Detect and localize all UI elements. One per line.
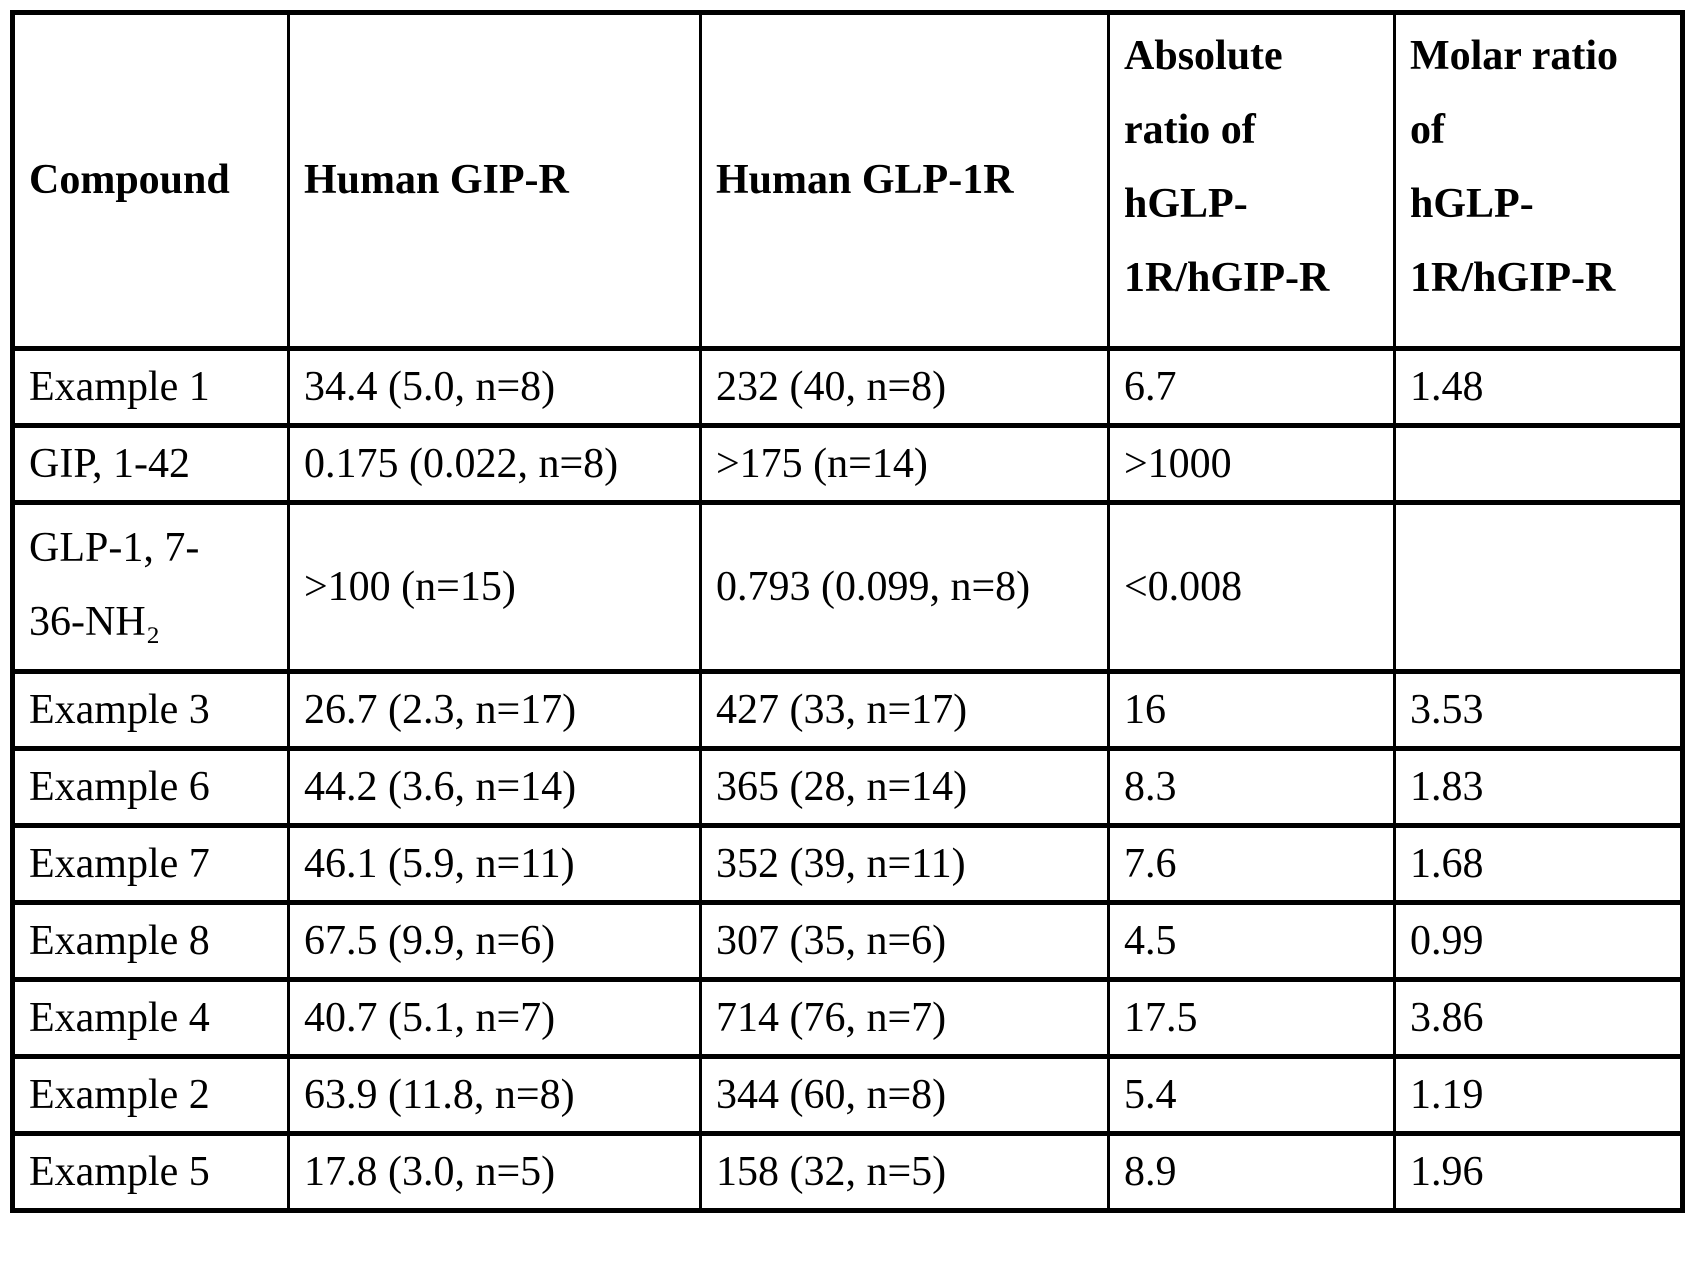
cell-compound: Example 7 xyxy=(11,823,290,905)
table-row: GIP, 1-42 0.175 (0.022, n=8) >175 (n=14)… xyxy=(11,423,1684,505)
table-row: Example 8 67.5 (9.9, n=6) 307 (35, n=6) … xyxy=(11,900,1684,982)
cell-compound: Example 8 xyxy=(11,900,290,982)
cell-compound: Example 1 xyxy=(11,346,290,428)
cell-human-gip-r: 17.8 (3.0, n=5) xyxy=(287,1131,702,1213)
cell-compound: GIP, 1-42 xyxy=(11,423,290,505)
cell-human-glp-1r: 0.793 (0.099, n=8) xyxy=(699,500,1110,674)
cell-human-glp-1r: 158 (32, n=5) xyxy=(699,1131,1110,1213)
table-header-row: Compound Human GIP-R Human GLP-1R Absolu… xyxy=(11,10,1684,351)
cell-human-glp-1r: 232 (40, n=8) xyxy=(699,346,1110,428)
cell-compound: Example 5 xyxy=(11,1131,290,1213)
cell-compound: Example 3 xyxy=(11,669,290,751)
cell-absolute-ratio: 5.4 xyxy=(1107,1054,1396,1136)
cell-compound: GLP-1, 7- 36-NH₂ xyxy=(11,500,290,674)
cell-molar-ratio xyxy=(1393,500,1684,674)
cell-absolute-ratio: 6.7 xyxy=(1107,346,1396,428)
cell-absolute-ratio: 8.3 xyxy=(1107,746,1396,828)
table-row: Example 2 63.9 (11.8, n=8) 344 (60, n=8)… xyxy=(11,1054,1684,1136)
cell-molar-ratio: 0.99 xyxy=(1393,900,1684,982)
cell-molar-ratio: 1.96 xyxy=(1393,1131,1684,1213)
table-row: Example 3 26.7 (2.3, n=17) 427 (33, n=17… xyxy=(11,669,1684,751)
cell-absolute-ratio: 8.9 xyxy=(1107,1131,1396,1213)
table-row: GLP-1, 7- 36-NH₂ >100 (n=15) 0.793 (0.09… xyxy=(11,500,1684,674)
cell-human-glp-1r: 352 (39, n=11) xyxy=(699,823,1110,905)
cell-human-gip-r: 0.175 (0.022, n=8) xyxy=(287,423,702,505)
cell-absolute-ratio: 16 xyxy=(1107,669,1396,751)
header-cell-compound: Compound xyxy=(11,10,290,351)
cell-human-gip-r: 63.9 (11.8, n=8) xyxy=(287,1054,702,1136)
cell-molar-ratio: 1.68 xyxy=(1393,823,1684,905)
cell-human-gip-r: 67.5 (9.9, n=6) xyxy=(287,900,702,982)
cell-molar-ratio: 1.83 xyxy=(1393,746,1684,828)
cell-absolute-ratio: 17.5 xyxy=(1107,977,1396,1059)
cell-human-gip-r: 44.2 (3.6, n=14) xyxy=(287,746,702,828)
cell-human-glp-1r: 344 (60, n=8) xyxy=(699,1054,1110,1136)
cell-molar-ratio: 1.19 xyxy=(1393,1054,1684,1136)
table-row: Example 6 44.2 (3.6, n=14) 365 (28, n=14… xyxy=(11,746,1684,828)
cell-human-glp-1r: >175 (n=14) xyxy=(699,423,1110,505)
cell-human-gip-r: 40.7 (5.1, n=7) xyxy=(287,977,702,1059)
cell-molar-ratio: 1.48 xyxy=(1393,346,1684,428)
cell-human-gip-r: 26.7 (2.3, n=17) xyxy=(287,669,702,751)
cell-human-gip-r: 46.1 (5.9, n=11) xyxy=(287,823,702,905)
header-cell-human-gip-r: Human GIP-R xyxy=(287,10,702,351)
cell-compound: Example 6 xyxy=(11,746,290,828)
table-row: Example 4 40.7 (5.1, n=7) 714 (76, n=7) … xyxy=(11,977,1684,1059)
header-cell-absolute-ratio: Absolute ratio of hGLP- 1R/hGIP-R xyxy=(1107,10,1396,351)
table-row: Example 1 34.4 (5.0, n=8) 232 (40, n=8) … xyxy=(11,346,1684,428)
cell-human-glp-1r: 427 (33, n=17) xyxy=(699,669,1110,751)
cell-absolute-ratio: 4.5 xyxy=(1107,900,1396,982)
cell-absolute-ratio: 7.6 xyxy=(1107,823,1396,905)
cell-human-glp-1r: 307 (35, n=6) xyxy=(699,900,1110,982)
table-row: Example 7 46.1 (5.9, n=11) 352 (39, n=11… xyxy=(11,823,1684,905)
cell-compound: Example 2 xyxy=(11,1054,290,1136)
cell-human-glp-1r: 365 (28, n=14) xyxy=(699,746,1110,828)
table-row: Example 5 17.8 (3.0, n=5) 158 (32, n=5) … xyxy=(11,1131,1684,1213)
binding-affinity-table: Compound Human GIP-R Human GLP-1R Absolu… xyxy=(10,10,1685,1213)
header-cell-human-glp-1r: Human GLP-1R xyxy=(699,10,1110,351)
cell-molar-ratio: 3.86 xyxy=(1393,977,1684,1059)
cell-human-gip-r: 34.4 (5.0, n=8) xyxy=(287,346,702,428)
cell-molar-ratio xyxy=(1393,423,1684,505)
cell-human-gip-r: >100 (n=15) xyxy=(287,500,702,674)
cell-absolute-ratio: >1000 xyxy=(1107,423,1396,505)
cell-compound: Example 4 xyxy=(11,977,290,1059)
cell-human-glp-1r: 714 (76, n=7) xyxy=(699,977,1110,1059)
cell-molar-ratio: 3.53 xyxy=(1393,669,1684,751)
header-cell-molar-ratio: Molar ratio of hGLP- 1R/hGIP-R xyxy=(1393,10,1684,351)
cell-absolute-ratio: <0.008 xyxy=(1107,500,1396,674)
